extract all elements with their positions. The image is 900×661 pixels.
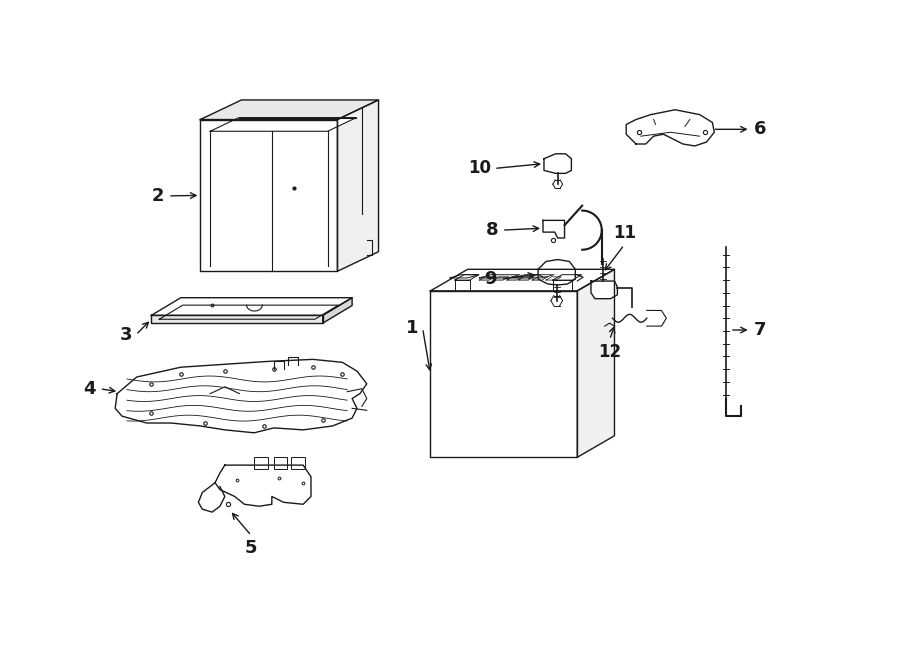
Polygon shape <box>198 483 225 512</box>
Polygon shape <box>532 277 547 280</box>
FancyBboxPatch shape <box>254 457 268 469</box>
Polygon shape <box>543 220 564 238</box>
Text: 7: 7 <box>753 321 766 339</box>
Polygon shape <box>518 277 534 280</box>
Polygon shape <box>591 281 617 299</box>
Polygon shape <box>323 297 352 323</box>
Text: 8: 8 <box>486 221 499 239</box>
Text: 11: 11 <box>613 224 635 242</box>
Text: 2: 2 <box>151 187 164 205</box>
Text: 5: 5 <box>245 539 257 557</box>
Text: 1: 1 <box>406 319 419 337</box>
FancyBboxPatch shape <box>274 457 287 469</box>
Polygon shape <box>544 154 572 173</box>
Polygon shape <box>546 277 562 280</box>
Polygon shape <box>210 118 356 132</box>
Polygon shape <box>553 275 581 280</box>
Polygon shape <box>115 360 367 433</box>
Text: 6: 6 <box>753 120 766 138</box>
Polygon shape <box>215 465 311 506</box>
Polygon shape <box>480 275 520 278</box>
FancyBboxPatch shape <box>292 457 305 469</box>
Text: 9: 9 <box>484 270 497 288</box>
Polygon shape <box>507 277 522 280</box>
Polygon shape <box>553 280 572 291</box>
Polygon shape <box>514 275 554 278</box>
Polygon shape <box>480 277 495 280</box>
Polygon shape <box>151 297 352 315</box>
Polygon shape <box>647 311 666 326</box>
Text: 12: 12 <box>598 343 621 361</box>
Polygon shape <box>201 120 338 271</box>
Text: 3: 3 <box>120 326 131 344</box>
Polygon shape <box>577 269 615 457</box>
Polygon shape <box>454 275 479 280</box>
Polygon shape <box>454 280 470 291</box>
Polygon shape <box>338 100 379 271</box>
Text: 10: 10 <box>468 159 491 177</box>
Polygon shape <box>151 315 323 323</box>
Polygon shape <box>430 291 577 457</box>
Polygon shape <box>538 260 575 285</box>
Polygon shape <box>626 110 715 146</box>
Polygon shape <box>430 269 615 291</box>
Polygon shape <box>450 275 479 278</box>
Polygon shape <box>493 277 508 280</box>
Text: 4: 4 <box>83 380 95 398</box>
Polygon shape <box>201 100 379 120</box>
